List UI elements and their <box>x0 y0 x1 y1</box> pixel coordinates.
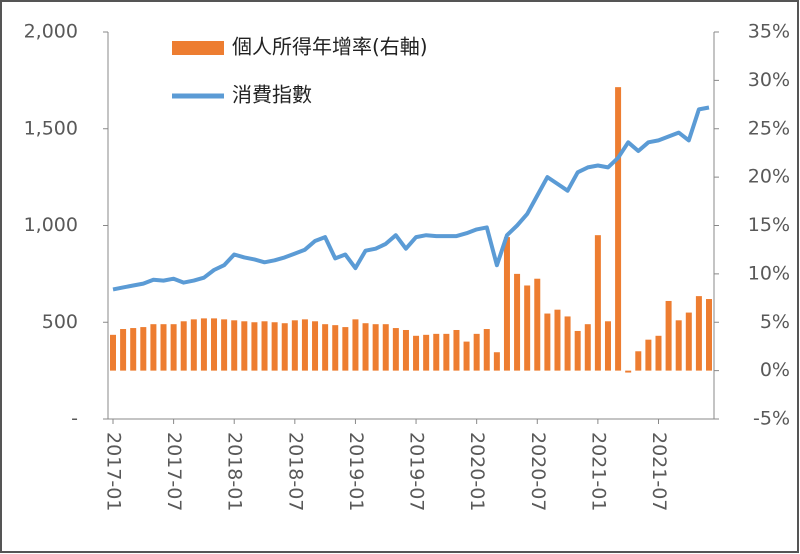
bar <box>514 273 521 371</box>
x-tick-label: 2020-07 <box>527 432 549 511</box>
bar <box>130 328 137 371</box>
bar <box>200 318 207 371</box>
bar <box>221 319 228 371</box>
y-tick-label: - <box>71 408 78 430</box>
bar <box>150 324 157 371</box>
y-tick-label: 500 <box>42 311 78 333</box>
bar <box>342 327 349 371</box>
y-tick-label: 1,000 <box>24 214 78 236</box>
bar <box>402 329 409 371</box>
bar <box>493 352 500 371</box>
bar <box>170 324 177 371</box>
y-tick-label: 2,000 <box>24 21 78 43</box>
x-tick-label: 2018-07 <box>284 432 306 511</box>
bar <box>322 324 329 371</box>
legend-label: 消費指數 <box>232 83 312 107</box>
y2-tick-label: 0% <box>760 359 790 381</box>
bar <box>271 322 278 371</box>
bar <box>584 324 591 371</box>
bar <box>534 278 541 371</box>
y2-tick-label: 30% <box>748 69 790 91</box>
y2-tick-label: 5% <box>760 311 790 333</box>
line <box>112 105 710 292</box>
bar <box>180 321 187 371</box>
bar <box>281 323 288 371</box>
bar <box>241 321 248 371</box>
bar <box>231 320 238 371</box>
bar <box>312 321 319 371</box>
legend-swatch <box>172 41 224 55</box>
bar <box>211 318 218 371</box>
bar <box>665 300 672 371</box>
bar <box>190 319 197 371</box>
x-tick-label: 2021-01 <box>587 432 609 511</box>
bar <box>261 321 268 371</box>
y2-tick-label: 20% <box>748 166 790 188</box>
bar <box>433 333 440 371</box>
bar <box>120 329 127 371</box>
y-tick-label: 1,500 <box>24 117 78 139</box>
bar <box>362 323 369 371</box>
y2-tick-label: 10% <box>748 262 790 284</box>
bar <box>685 312 692 371</box>
bar <box>695 296 702 371</box>
bar <box>554 309 561 371</box>
bar <box>251 322 258 371</box>
bar <box>160 324 167 371</box>
bar <box>544 313 551 371</box>
bar <box>473 333 480 371</box>
bar <box>604 321 611 371</box>
bar <box>675 320 682 371</box>
bar <box>645 339 652 371</box>
bar <box>655 335 662 371</box>
bar <box>706 299 712 371</box>
x-tick-label: 2021-07 <box>648 432 670 511</box>
bar <box>503 237 510 371</box>
bar <box>615 87 622 371</box>
bar <box>625 370 632 373</box>
bar <box>372 324 379 371</box>
bar <box>332 325 339 371</box>
x-tick-label: 2018-01 <box>224 432 246 511</box>
bar <box>301 319 308 371</box>
bar <box>564 316 571 371</box>
bar <box>392 328 399 371</box>
bar <box>594 235 601 371</box>
bar <box>352 319 359 371</box>
x-tick-label: 2017-07 <box>163 432 185 511</box>
legend-label: 個人所得年增率(右軸) <box>232 35 428 59</box>
bar <box>574 330 581 371</box>
x-tick-label: 2020-01 <box>466 432 488 511</box>
y2-tick-label: 25% <box>748 117 790 139</box>
y2-tick-label: -5% <box>753 408 790 430</box>
bar <box>443 333 450 371</box>
bar <box>291 320 298 371</box>
x-tick-label: 2019-01 <box>345 432 367 511</box>
bar <box>413 335 420 371</box>
bar <box>110 334 116 371</box>
bar <box>382 324 389 371</box>
bar <box>483 329 490 371</box>
x-tick-label: 2017-01 <box>103 432 125 511</box>
bar <box>524 285 531 371</box>
y2-tick-label: 35% <box>748 21 790 43</box>
x-tick-label: 2019-07 <box>406 432 428 511</box>
bar <box>463 341 470 371</box>
bar <box>140 327 147 371</box>
bar <box>453 329 460 371</box>
bar <box>635 351 642 371</box>
bar <box>423 334 430 371</box>
y2-tick-label: 15% <box>748 214 790 236</box>
